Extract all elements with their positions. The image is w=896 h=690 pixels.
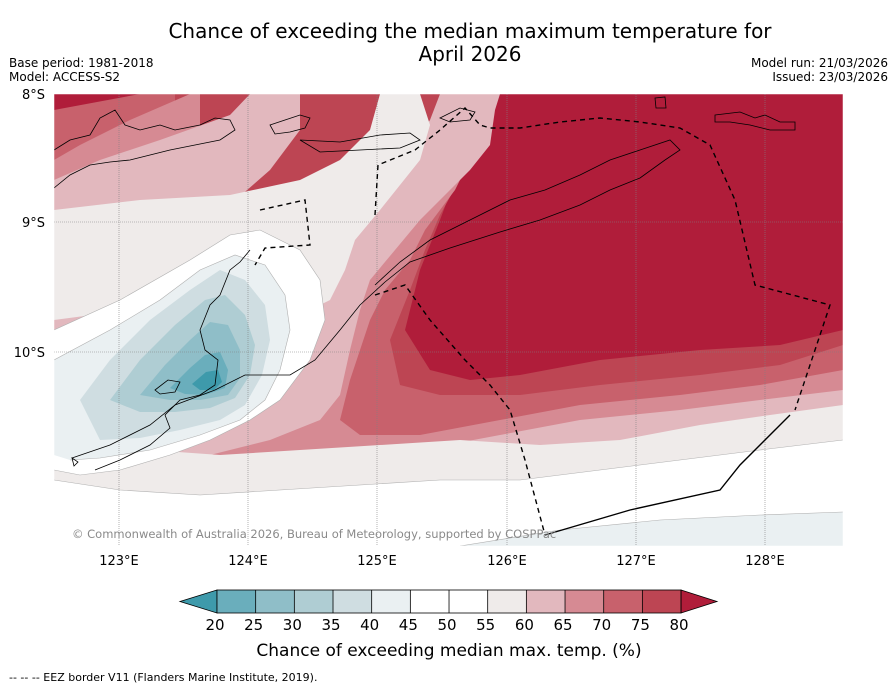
colorbar-tick-label: 75 [631, 616, 650, 634]
model-name: Model: ACCESS-S2 [9, 70, 121, 84]
colorbar-segment [333, 590, 373, 613]
colorbar-segment [565, 590, 605, 613]
colorbar-segment [410, 590, 450, 613]
colorbar-segment [217, 590, 257, 613]
lon-axis: 123°E 124°E 125°E 126°E 127°E 128°E [99, 554, 785, 569]
colorbar-tick-label: 70 [592, 616, 611, 634]
contour-60 [54, 94, 843, 546]
graticule [54, 94, 843, 546]
colorbar-segment [294, 590, 334, 613]
colorbar-tick-label: 65 [553, 616, 572, 634]
colorbar-tick-label: 35 [321, 616, 340, 634]
lon-label-127e: 127°E [616, 554, 656, 569]
lon-label-125e: 125°E [357, 554, 397, 569]
colorbar-title: Chance of exceeding median max. temp. (%… [256, 641, 642, 661]
colorbar-segment [642, 590, 682, 613]
colorbar-tick-label: 50 [437, 616, 456, 634]
lon-label-128e: 128°E [745, 554, 785, 569]
colorbar-extend-low [178, 589, 218, 614]
colorbar-segment [487, 590, 527, 613]
colorbar-tick-label: 80 [669, 616, 688, 634]
coastlines [54, 96, 796, 471]
meta-right: Model run: 21/03/2026 Issued: 23/03/2026 [751, 56, 888, 84]
colorbar-tick-label: 60 [515, 616, 534, 634]
issued-date: Issued: 23/03/2026 [772, 70, 888, 84]
eez-border [254, 107, 831, 536]
meta-left: Base period: 1981-2018 Model: ACCESS-S2 [9, 56, 154, 84]
colorbar-segment [371, 590, 411, 613]
colorbar [178, 589, 719, 614]
coastline-north-islands [54, 109, 236, 189]
colorbar-segment [603, 590, 643, 613]
eez-border-south [544, 414, 791, 536]
lat-axis: 8°S 9°S 10°S [14, 88, 45, 361]
lat-label-10s: 10°S [14, 346, 45, 361]
lon-label-126e: 126°E [487, 554, 527, 569]
colorbar-tick-label: 55 [476, 616, 495, 634]
coastline-timor-south [94, 249, 251, 471]
lon-label-124e: 124°E [228, 554, 268, 569]
colorbar-segment [526, 590, 566, 613]
lat-label-8s: 8°S [22, 88, 45, 103]
title-line-1: Chance of exceeding the median maximum t… [168, 19, 772, 43]
footer-eez-note: -- -- -- EEZ border V11 (Flanders Marine… [9, 671, 318, 684]
colorbar-ticks: 20 25 30 35 40 45 50 55 60 65 70 75 80 [205, 616, 688, 634]
base-period: Base period: 1981-2018 [9, 56, 154, 70]
lon-label-123e: 123°E [99, 554, 139, 569]
colorbar-tick-label: 40 [360, 616, 379, 634]
contour-lines [54, 229, 843, 546]
colorbar-tick-label: 20 [205, 616, 224, 634]
copyright-text: © Commonwealth of Australia 2026, Bureau… [72, 527, 556, 541]
coastline-timor-north [71, 139, 681, 459]
map-title: Chance of exceeding the median maximum t… [120, 20, 820, 66]
model-run: Model run: 21/03/2026 [750, 56, 888, 70]
colorbar-tick-label: 30 [283, 616, 302, 634]
colorbar-extend-high [680, 589, 719, 614]
title-line-2: April 2026 [418, 42, 522, 66]
map-plot-area: © Commonwealth of Australia 2026, Bureau… [54, 94, 843, 546]
colorbar-tick-label: 25 [244, 616, 263, 634]
lat-label-9s: 9°S [22, 216, 45, 231]
colorbar-tick-label: 45 [399, 616, 418, 634]
colorbar-segment [255, 590, 295, 613]
contour-55 [54, 94, 843, 546]
colorbar-segment [449, 590, 489, 613]
